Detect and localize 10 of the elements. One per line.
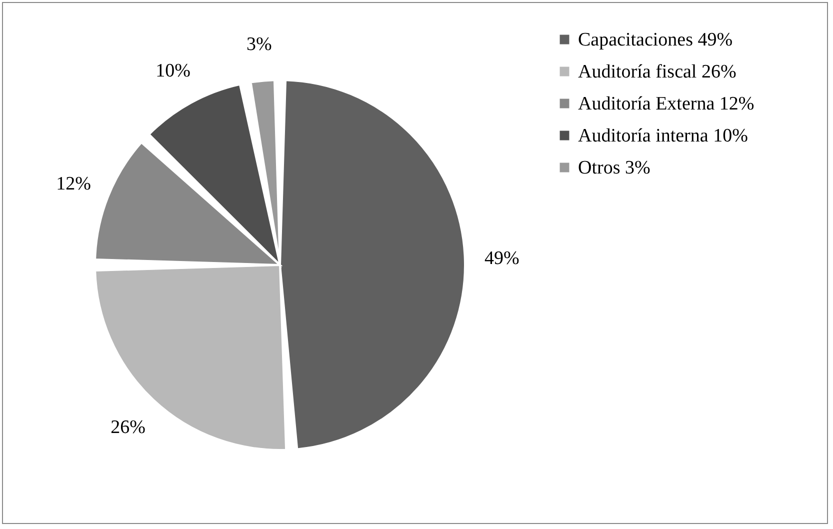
legend-label: Capacitaciones 49% [578,30,733,50]
data-label: 10% [156,60,191,82]
data-label: 12% [56,173,92,194]
data-label: 3% [246,34,272,55]
data-label: 49% [484,248,520,270]
legend-label: Auditoría interna 10% [578,126,748,146]
legend-label: Auditoría Externa 12% [578,94,754,114]
legend-label: Auditoría fiscal 26% [578,62,736,82]
legend-label: Otros 3% [578,158,650,178]
data-label: 26% [110,416,146,438]
